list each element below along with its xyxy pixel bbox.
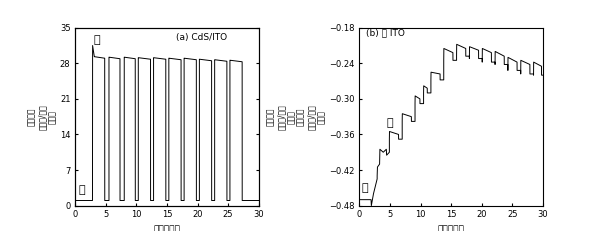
Text: (a) CdS/ITO: (a) CdS/ITO [176,33,227,43]
Y-axis label: 电流密度
（毫安/平方
厘米）: 电流密度 （毫安/平方 厘米） [27,104,57,130]
Text: 关: 关 [78,185,85,195]
X-axis label: 时间（秒）: 时间（秒） [438,225,464,231]
Text: (b) 空 ITO: (b) 空 ITO [365,28,405,37]
X-axis label: 时间（秒）: 时间（秒） [154,225,180,231]
Y-axis label: 电流密度
（毫安/平方
厘米）: 电流密度 （毫安/平方 厘米） [296,104,326,130]
Text: 开: 开 [93,35,100,45]
Y-axis label: 电流密度
（毫安/平方
厘米）: 电流密度 （毫安/平方 厘米） [267,104,296,130]
Text: 开: 开 [387,118,394,128]
Text: 关: 关 [361,183,368,193]
